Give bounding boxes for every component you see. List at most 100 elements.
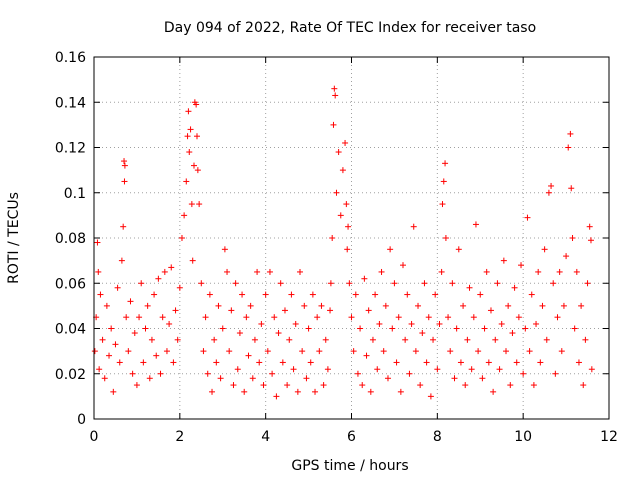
data-point — [186, 149, 193, 156]
data-point — [505, 302, 512, 309]
data-point — [333, 189, 340, 196]
data-point — [509, 330, 516, 337]
data-point — [194, 167, 201, 174]
data-point — [316, 348, 323, 355]
data-point — [530, 382, 537, 389]
data-point — [462, 382, 469, 389]
data-point — [138, 280, 145, 287]
y-tick-label: 0.16 — [55, 50, 86, 66]
data-point — [174, 336, 181, 343]
x-tick-label: 8 — [433, 429, 442, 445]
plot-frame — [93, 56, 610, 420]
data-point — [305, 325, 312, 332]
data-point — [425, 314, 432, 321]
data-point — [580, 382, 587, 389]
data-point — [159, 314, 166, 321]
data-point — [194, 133, 200, 140]
data-point — [114, 284, 121, 291]
data-point — [545, 189, 552, 196]
data-point — [335, 149, 342, 156]
data-point — [266, 268, 273, 275]
data-point — [483, 268, 490, 275]
data-point — [185, 108, 192, 115]
data-point — [120, 223, 127, 230]
data-point — [440, 178, 447, 185]
data-point — [402, 336, 409, 343]
data-point — [198, 280, 205, 287]
data-point — [500, 257, 507, 264]
data-point — [518, 262, 525, 269]
data-point — [526, 348, 533, 355]
data-point — [528, 291, 535, 298]
data-point — [332, 92, 339, 99]
data-point — [357, 325, 364, 332]
data-point — [419, 330, 426, 337]
data-point — [163, 348, 170, 355]
axis-ticks: 0 2 4 6 8 10 12 0 0.02 0.04 0.06 0.08 0.1 0.12 0.14 0.1… — [55, 50, 618, 445]
data-point — [451, 375, 458, 382]
data-point — [475, 348, 482, 355]
data-point — [269, 370, 276, 377]
data-point — [460, 302, 467, 309]
data-point — [571, 325, 578, 332]
data-point — [193, 101, 200, 108]
data-point — [196, 201, 203, 208]
data-point — [343, 201, 350, 208]
data-point — [472, 221, 479, 228]
y-tick-label: 0.02 — [55, 367, 86, 383]
data-point — [95, 268, 102, 275]
data-point — [481, 325, 488, 332]
y-axis-title: ROTI / TECUs — [6, 192, 22, 284]
data-point — [112, 341, 119, 348]
y-tick-label: 0.08 — [55, 231, 86, 247]
data-point — [412, 348, 419, 355]
data-point — [273, 393, 280, 400]
data-point — [345, 223, 352, 230]
data-point — [442, 160, 449, 167]
data-point — [575, 359, 582, 366]
data-point — [445, 314, 452, 321]
x-tick-label: 2 — [175, 429, 184, 445]
data-points — [91, 85, 595, 400]
y-tick-label: 0.06 — [55, 276, 86, 292]
data-point — [395, 314, 402, 321]
data-point — [584, 280, 591, 287]
data-point — [524, 214, 531, 221]
data-point — [468, 366, 475, 373]
data-point — [103, 302, 110, 309]
data-point — [243, 314, 250, 321]
data-point — [262, 291, 269, 298]
data-point — [329, 235, 336, 241]
data-point — [131, 330, 138, 337]
x-tick-label: 0 — [90, 429, 99, 445]
data-point — [215, 302, 222, 309]
data-point — [365, 307, 372, 314]
data-point — [404, 291, 411, 298]
x-tick-label: 4 — [261, 429, 270, 445]
data-point — [560, 302, 567, 309]
data-point — [464, 336, 471, 343]
data-point — [573, 268, 580, 275]
data-point — [322, 336, 329, 343]
data-point — [320, 382, 327, 389]
data-point — [382, 302, 389, 309]
data-point — [372, 291, 379, 298]
data-point — [213, 359, 220, 366]
data-point — [221, 246, 228, 253]
data-point — [352, 291, 359, 298]
data-point — [455, 246, 462, 253]
data-point — [260, 382, 267, 389]
data-point — [277, 280, 284, 287]
data-point — [421, 280, 428, 287]
data-point — [485, 359, 492, 366]
data-point — [515, 314, 522, 321]
data-point — [494, 280, 501, 287]
data-point — [457, 359, 464, 366]
data-point — [324, 366, 331, 373]
data-point — [125, 348, 132, 355]
data-point — [178, 235, 185, 241]
data-point — [331, 85, 338, 92]
data-point — [245, 352, 252, 359]
data-point — [206, 291, 213, 298]
